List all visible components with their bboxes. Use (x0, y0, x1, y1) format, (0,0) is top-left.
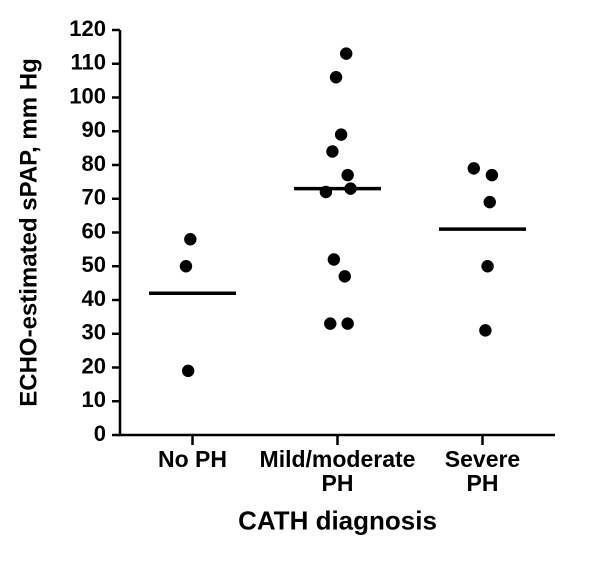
y-tick-label: 50 (82, 252, 106, 277)
data-point (328, 253, 340, 265)
y-tick-label: 30 (82, 320, 106, 345)
y-tick-label: 60 (82, 218, 106, 243)
data-point (330, 71, 342, 83)
data-point (484, 196, 496, 208)
y-tick-label: 110 (71, 50, 107, 75)
data-point (344, 182, 356, 194)
data-point (182, 365, 194, 377)
y-axis-label: ECHO-estimated sPAP, mm Hg (15, 58, 42, 407)
data-point (326, 145, 338, 157)
y-tick-label: 10 (82, 387, 106, 412)
data-point (184, 233, 196, 245)
data-point (180, 260, 192, 272)
chart-container: 0 10 20 30 40 50 60 70 80 90 100 110 120 ECHO-estimat… (0, 0, 600, 564)
y-tick-label: 80 (82, 151, 106, 176)
y-tick-label: 20 (82, 353, 106, 378)
y-tick-label: 70 (82, 185, 106, 210)
data-point (341, 169, 353, 181)
data-point (340, 47, 352, 59)
data-point (324, 317, 336, 329)
x-category-label: Mild/moderatePH (260, 446, 416, 496)
data-point (339, 270, 351, 282)
y-tick-label: 0 (94, 421, 106, 446)
scatter-chart: 0 10 20 30 40 50 60 70 80 90 100 110 120 ECHO-estimat… (0, 0, 600, 564)
y-tick-label: 40 (82, 286, 106, 311)
y-tick-label: 90 (82, 117, 106, 142)
x-category-label: SeverePH (445, 446, 520, 496)
data-point (481, 260, 493, 272)
data-point (341, 317, 353, 329)
y-tick-label: 120 (69, 16, 106, 41)
data-point (320, 186, 332, 198)
data-point (468, 162, 480, 174)
data-point (479, 324, 491, 336)
y-tick-label: 100 (69, 83, 106, 108)
data-point (486, 169, 498, 181)
x-axis-label: CATH diagnosis (238, 505, 437, 535)
data-point (335, 128, 347, 140)
x-category-label: No PH (158, 446, 227, 472)
